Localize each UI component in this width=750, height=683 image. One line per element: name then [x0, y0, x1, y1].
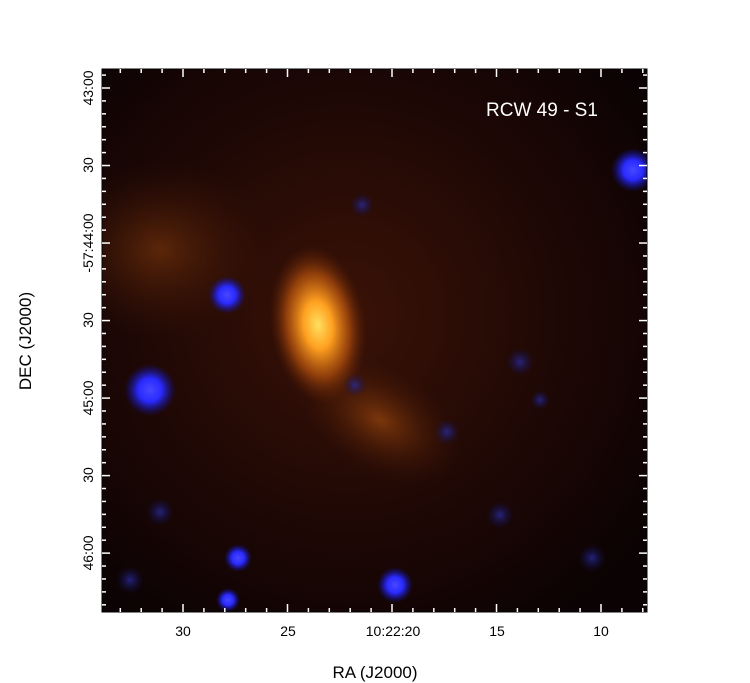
- bright-point-sources: [124, 148, 647, 612]
- image-title: RCW 49 - S1: [486, 100, 598, 121]
- x-tick-label: 30: [175, 623, 191, 639]
- point-source: [611, 148, 647, 192]
- y-axis-title: DEC (J2000): [16, 292, 35, 390]
- point-source: [434, 419, 460, 445]
- point-source: [146, 498, 174, 526]
- point-source: [124, 364, 176, 416]
- x-axis: 30 25 10:22:20 15 10 RA (J2000): [175, 623, 609, 682]
- y-tick-label: 45:00: [80, 380, 96, 415]
- y-axis: 43:00 30 -57:44:00 30 45:00 30 46:00 DEC…: [16, 70, 96, 570]
- point-source: [486, 501, 514, 529]
- x-tick-label: 25: [280, 623, 296, 639]
- point-source: [224, 544, 252, 572]
- bright-emission-core: [269, 245, 367, 405]
- point-source: [208, 276, 246, 314]
- point-source: [116, 566, 144, 594]
- image-frame: [101, 68, 648, 613]
- y-tick-label: 30: [80, 467, 96, 483]
- point-source: [506, 348, 534, 376]
- x-tick-label: 10: [593, 623, 609, 639]
- y-tick-label: 30: [80, 312, 96, 328]
- point-source: [216, 588, 240, 612]
- point-source: [377, 567, 413, 603]
- x-tick-label: 15: [489, 623, 505, 639]
- point-source: [343, 373, 367, 397]
- axis-ticks: [102, 69, 647, 612]
- image-background: [102, 69, 647, 612]
- y-tick-label: 46:00: [80, 535, 96, 570]
- faint-point-sources: [116, 193, 606, 594]
- y-tick-label: 30: [80, 157, 96, 173]
- point-source: [530, 390, 550, 410]
- y-tick-label: 43:00: [80, 70, 96, 105]
- point-source: [578, 544, 606, 572]
- y-tick-label: -57:44:00: [80, 213, 96, 272]
- sky-image: RCW 49 - S1: [102, 69, 647, 612]
- point-source: [350, 193, 374, 217]
- x-axis-title: RA (J2000): [332, 663, 417, 682]
- x-tick-label: 10:22:20: [366, 623, 421, 639]
